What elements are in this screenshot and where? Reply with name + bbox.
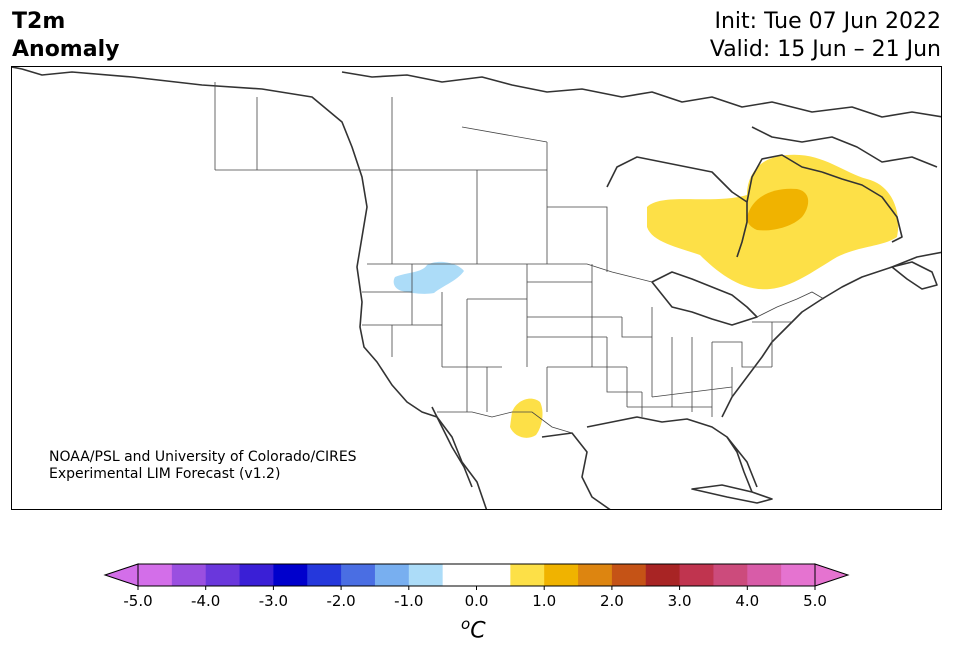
colorbar-segment <box>679 564 714 586</box>
title-line-2: Anomaly <box>12 37 120 62</box>
colorbar-segment <box>544 564 579 586</box>
colorbar-tick-label: -4.0 <box>191 592 220 610</box>
coastline-cuba <box>691 484 773 504</box>
colorbar-tick-label: 4.0 <box>735 592 759 610</box>
colorbar-ticks: -5.0 -4.0 -3.0 -2.0 -1.0 0.0 1.0 2.0 3.0 4.0 5.0 <box>123 586 827 610</box>
map-frame <box>11 66 942 510</box>
coastline-hudson-east <box>746 154 823 203</box>
colorbar-extend-max <box>814 563 850 587</box>
colorbar: -5.0 -4.0 -3.0 -2.0 -1.0 0.0 1.0 2.0 3.0 4.0 5.0 <box>0 556 953 656</box>
valid-range: Valid: 15 Jun – 21 Jun <box>709 37 941 62</box>
borders <box>214 82 825 434</box>
colorbar-graphic: -5.0 -4.0 -3.0 -2.0 -1.0 0.0 1.0 2.0 3.0 4.0 5.0 <box>103 563 850 610</box>
coastline-west <box>12 67 488 509</box>
colorbar-tick-label: -1.0 <box>394 592 423 610</box>
coastline-labrador <box>821 171 903 243</box>
coastline-arctic-2 <box>751 126 938 168</box>
colorbar-segment <box>713 564 748 586</box>
colorbar-tick-label: -5.0 <box>123 592 152 610</box>
colorbar-segment <box>611 564 647 586</box>
credit-line-1: NOAA/PSL and University of Colorado/CIRE… <box>49 449 357 465</box>
colorbar-tick-label: 0.0 <box>465 592 489 610</box>
colorbar-segments <box>138 564 816 586</box>
credit-line-2: Experimental LIM Forecast (v1.2) <box>49 466 281 482</box>
colorbar-tick-label: 3.0 <box>668 592 692 610</box>
map-title: T2m Anomaly <box>12 8 119 64</box>
colorbar-segment <box>578 564 613 586</box>
colorbar-segment <box>171 564 207 586</box>
coastline-gulf <box>586 416 758 488</box>
border-us-canada-east <box>756 291 825 318</box>
colorbar-segment <box>138 564 173 586</box>
coastline-newfoundland <box>891 261 938 290</box>
border-canada-provinces <box>215 97 608 272</box>
colorbar-extend-min <box>103 563 139 587</box>
colorbar-segment <box>442 564 477 586</box>
colorbar-unit: oC <box>461 615 486 643</box>
borders-us-states <box>362 264 792 417</box>
coastline-arctic-1 <box>341 71 941 118</box>
colorbar-segment <box>781 564 816 586</box>
colorbar-tick-label: 2.0 <box>600 592 624 610</box>
colorbar-segment <box>307 564 342 586</box>
colorbar-tick-label: -2.0 <box>326 592 355 610</box>
coastline-baja <box>431 406 473 488</box>
coastline-florida <box>726 436 753 493</box>
colorbar-segment <box>341 564 376 586</box>
unit-degree: o <box>461 615 471 633</box>
warm-anomaly-texas <box>510 398 543 438</box>
unit-celsius: C <box>470 618 486 644</box>
border-us-canada <box>367 263 653 283</box>
title-line-1: T2m <box>12 9 66 34</box>
border-us-mexico <box>437 411 573 434</box>
north-america-map <box>12 67 941 509</box>
cool-anomaly-montana <box>393 261 464 294</box>
coastline-great-lakes <box>651 271 758 326</box>
colorbar-segment <box>645 564 681 586</box>
colorbar-tick-label: -3.0 <box>259 592 288 610</box>
coastline-mexico-gulf <box>541 432 611 509</box>
colorbar-segment <box>408 564 444 586</box>
colorbar-tick-label: 1.0 <box>532 592 556 610</box>
coastlines <box>12 67 941 509</box>
colorbar-segment <box>747 564 782 586</box>
colorbar-segment <box>374 564 410 586</box>
warm-anomaly-core <box>747 188 809 231</box>
colorbar-segment <box>510 564 545 586</box>
coastline-hudson-bay <box>606 156 748 258</box>
colorbar-segment <box>239 564 274 586</box>
init-date: Init: Tue 07 Jun 2022 <box>714 9 942 34</box>
colorbar-segment <box>205 564 241 586</box>
colorbar-tick-label: 5.0 <box>803 592 827 610</box>
date-info: Init: Tue 07 Jun 2022 Valid: 15 Jun – 21… <box>710 8 941 64</box>
credit-text: NOAA/PSL and University of Colorado/CIRE… <box>49 449 357 483</box>
colorbar-segment <box>273 564 308 586</box>
colorbar-segment <box>476 564 511 586</box>
